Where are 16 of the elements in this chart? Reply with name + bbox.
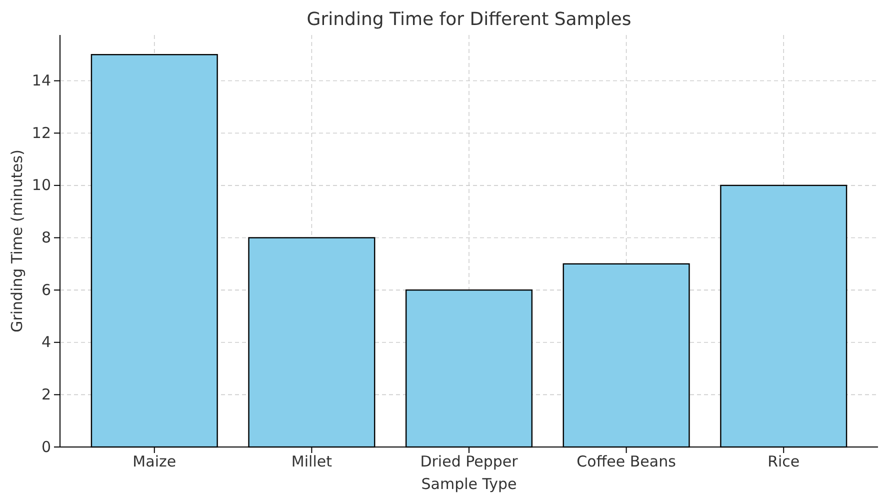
y-tick-label: 0 — [41, 438, 51, 456]
y-tick-label: 10 — [32, 176, 51, 194]
y-axis-title: Grinding Time (minutes) — [8, 150, 26, 332]
x-tick-label: Dried Pepper — [420, 452, 519, 471]
chart-title: Grinding Time for Different Samples — [306, 9, 632, 30]
x-tick-label: Coffee Beans — [576, 452, 676, 471]
y-tick-label: 14 — [32, 72, 51, 90]
y-tick-label: 4 — [41, 333, 51, 352]
x-axis-title: Sample Type — [421, 475, 517, 493]
y-tick-label: 6 — [41, 280, 51, 299]
x-tick-label: Rice — [768, 452, 800, 471]
y-tick-label: 8 — [41, 228, 51, 247]
x-tick-label: Millet — [291, 452, 332, 471]
y-tick-label: 2 — [41, 385, 51, 404]
y-tick-label: 12 — [32, 124, 51, 142]
x-tick-label: Maize — [132, 452, 176, 471]
